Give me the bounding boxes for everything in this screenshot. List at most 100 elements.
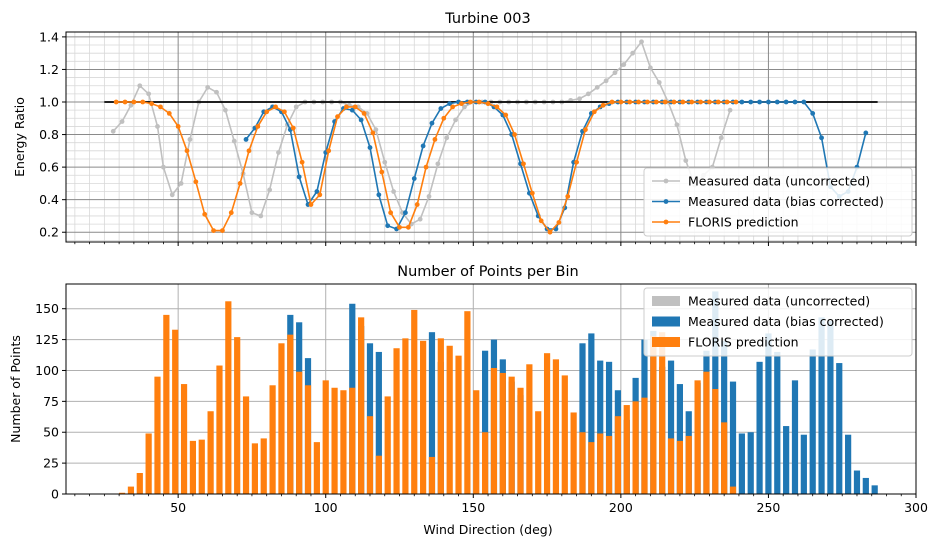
floris-bar: [278, 343, 285, 494]
floris-bar: [393, 348, 400, 494]
floris-bar: [313, 442, 320, 494]
bias-corrected-series-point: [376, 192, 382, 198]
y-tick-label: 0.2: [39, 225, 59, 240]
uncorrected-series-point: [462, 104, 467, 110]
floris-series-point: [282, 109, 287, 115]
floris-series-point: [653, 99, 659, 105]
floris-series-point: [591, 109, 597, 115]
floris-bar: [623, 405, 630, 494]
floris-series-point: [547, 229, 553, 235]
x-tick-label: 100: [314, 500, 338, 515]
bias-corrected-series-point: [243, 137, 249, 142]
bias-corrected-bar: [862, 477, 869, 494]
uncorrected-series-point: [267, 187, 273, 193]
floris-bar: [145, 433, 152, 494]
points-per-bin-ticks: 0 25 50 75 100 125 150 50 100 150 200 250 300: [35, 301, 928, 515]
uncorrected-series-point: [603, 78, 609, 84]
floris-bar: [251, 443, 258, 494]
bias-corrected-series-point: [403, 210, 408, 216]
uncorrected-series-point: [178, 180, 184, 186]
floris-bar: [490, 368, 498, 494]
uncorrected-series-point: [426, 194, 432, 199]
floris-bar: [331, 387, 338, 494]
floris-bar: [579, 432, 586, 494]
floris-series-point: [193, 179, 199, 185]
floris-series-point: [388, 210, 394, 216]
floris-bar: [659, 332, 666, 494]
floris-bar: [712, 389, 719, 494]
y-tick-label: 0.4: [39, 192, 59, 207]
uncorrected-series-point: [683, 158, 689, 164]
x-tick-label: 50: [170, 500, 186, 515]
bias-corrected-series-point: [429, 120, 435, 126]
bias-corrected-bar: [800, 434, 807, 494]
bias-corrected-bar: [791, 380, 799, 494]
floris-bar: [420, 340, 427, 494]
floris-bar: [225, 301, 232, 494]
floris-series-point: [432, 137, 438, 142]
uncorrected-series-point: [594, 84, 600, 90]
floris-series-point: [317, 192, 323, 198]
points-per-bin-title: Number of Points per Bin: [397, 264, 578, 280]
x-tick-label: 150: [461, 500, 485, 515]
floris-bar: [366, 416, 374, 494]
energy-ratio-series: [104, 39, 878, 235]
floris-bar: [650, 335, 657, 494]
floris-series-point: [149, 101, 154, 107]
floris-bar: [118, 492, 126, 494]
floris-series-point: [264, 109, 270, 115]
bias-corrected-bar: [667, 360, 675, 494]
floris-series-point: [707, 99, 712, 105]
bias-corrected-series-point: [810, 110, 816, 116]
floris-series-point: [326, 148, 332, 154]
bias-corrected-series-point: [296, 174, 302, 180]
x-tick-label: 300: [904, 500, 928, 515]
bias-corrected-series-point: [349, 107, 355, 113]
uncorrected-series-point: [727, 107, 733, 113]
floris-series-point: [202, 211, 208, 217]
floris-bar: [721, 422, 728, 494]
floris-bar: [358, 317, 365, 494]
floris-bar: [508, 376, 515, 494]
floris-series-point: [423, 164, 429, 170]
uncorrected-series-point: [293, 104, 299, 110]
floris-series-point: [618, 99, 624, 105]
uncorrected-series-point: [155, 124, 160, 129]
bias-corrected-series-point: [314, 189, 320, 194]
uncorrected-series-point: [639, 39, 644, 45]
uncorrected-series-legend-marker: [663, 178, 669, 184]
uncorrected-series-point: [391, 189, 397, 194]
uncorrected-bar-legend-label: Measured data (uncorrected): [688, 294, 870, 309]
floris-bar: [446, 345, 453, 494]
floris-series-point: [397, 224, 402, 230]
floris-series-point: [370, 130, 376, 136]
floris-series-point: [715, 99, 721, 105]
uncorrected-series-point: [612, 70, 618, 76]
floris-bar: [260, 438, 267, 494]
floris-bar: [605, 435, 613, 494]
y-tick-label: 1.4: [39, 29, 59, 44]
floris-series-point: [273, 104, 278, 110]
y-tick-label: 0.6: [39, 160, 59, 175]
floris-bar: [198, 439, 205, 494]
floris-bar: [375, 455, 382, 494]
floris-series-point: [246, 148, 252, 154]
bias-corrected-bar: [836, 363, 843, 494]
bias-corrected-bar: [827, 321, 834, 494]
uncorrected-series-point: [110, 128, 116, 134]
floris-series-point: [476, 99, 482, 105]
floris-series-point: [255, 124, 261, 129]
floris-series-point: [689, 99, 695, 105]
floris-bar: [384, 396, 391, 494]
uncorrected-series-point: [128, 102, 134, 108]
bias-corrected-series-legend-marker: [663, 199, 669, 204]
floris-bar: [667, 438, 675, 494]
floris-series-point: [158, 104, 163, 110]
floris-bar: [685, 435, 692, 494]
floris-bar: [455, 355, 462, 494]
bias-corrected-bar: [597, 360, 604, 494]
energy-ratio-legend: Measured data (uncorrected) Measured data…: [643, 167, 913, 237]
uncorrected-series-point: [214, 89, 219, 95]
uncorrected-series-point: [160, 164, 166, 170]
